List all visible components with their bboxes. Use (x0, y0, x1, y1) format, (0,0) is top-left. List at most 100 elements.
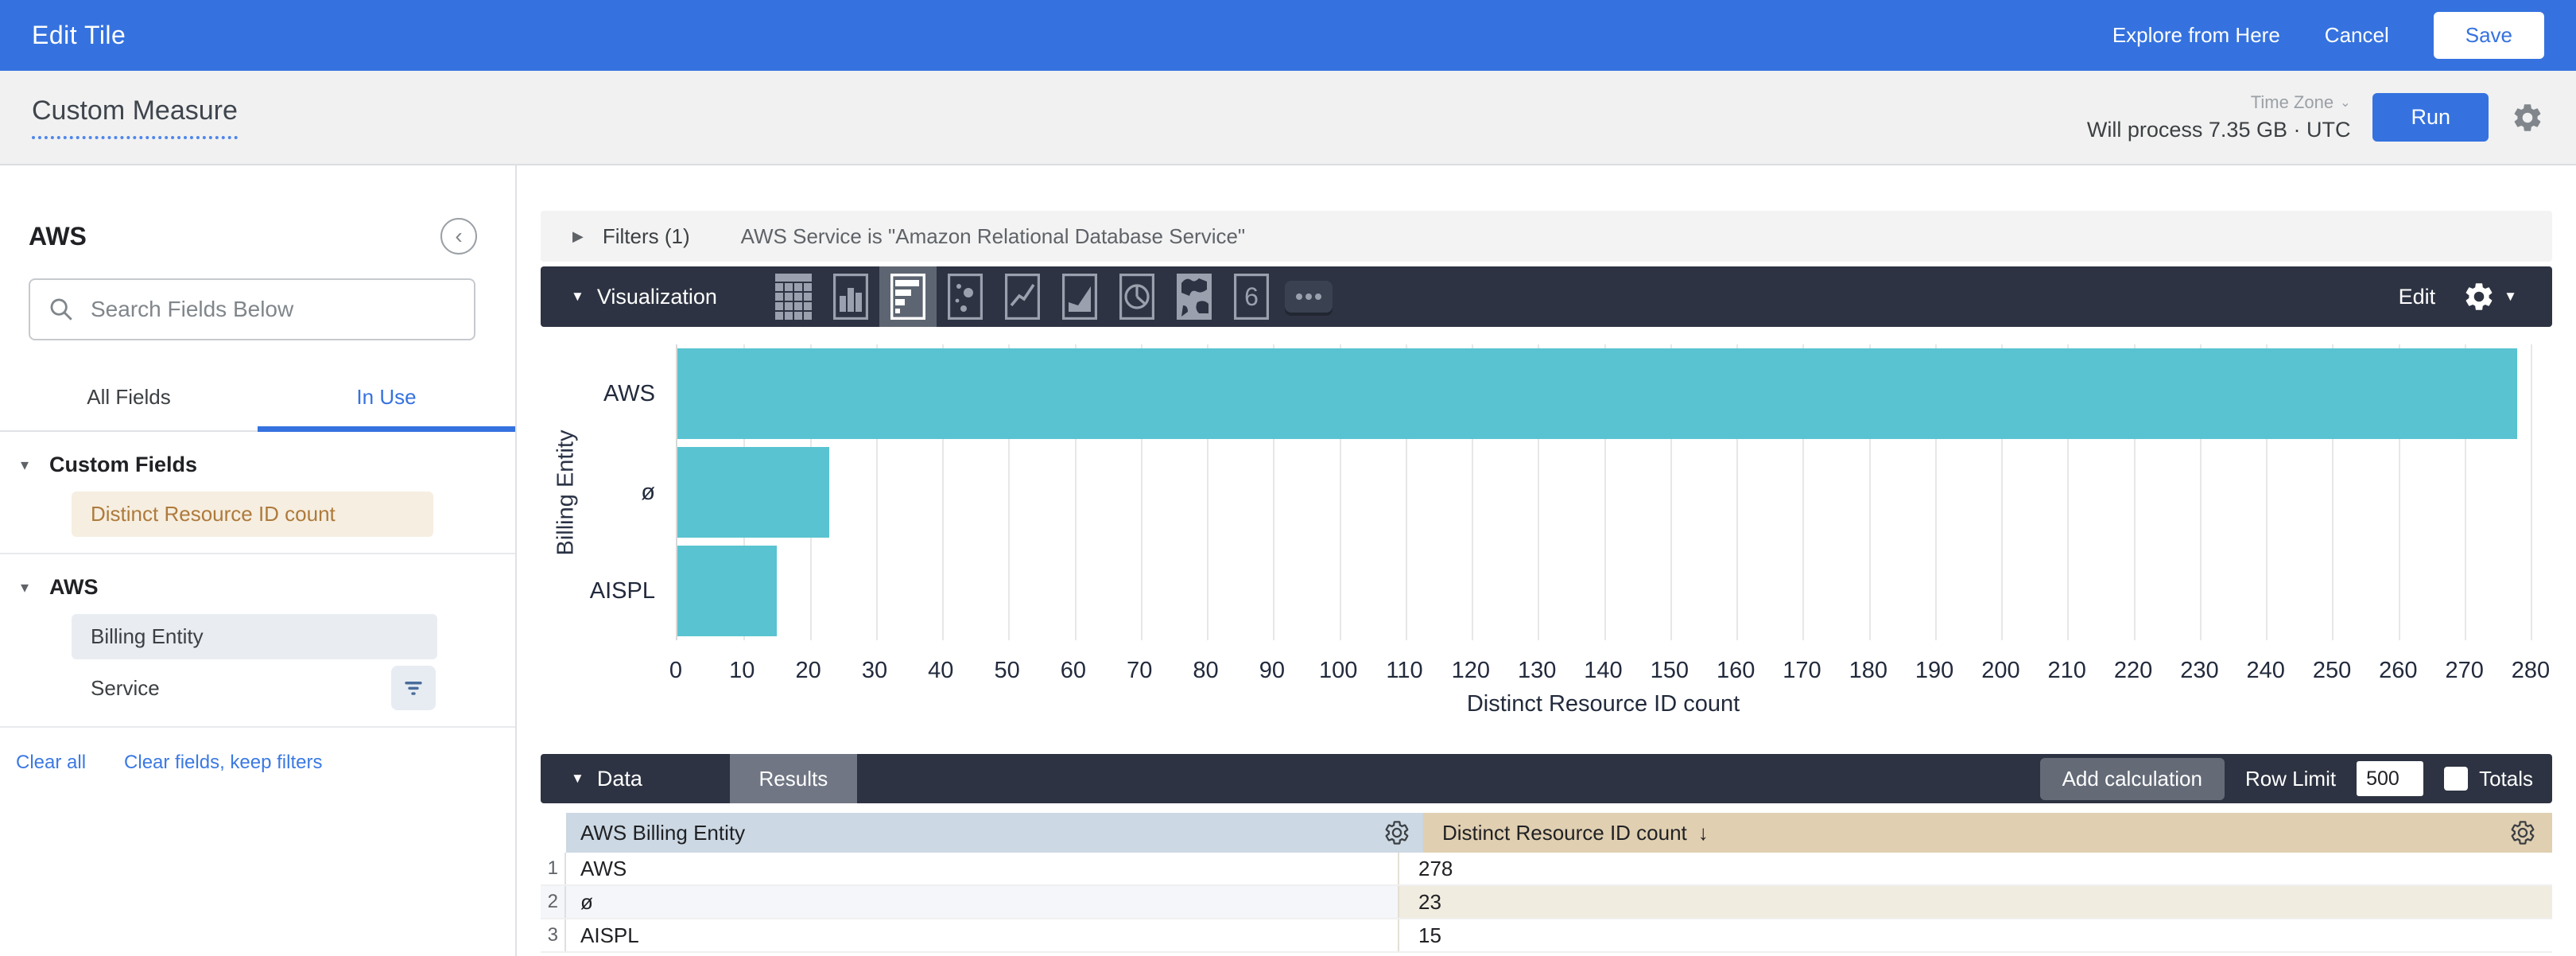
triangle-down-icon[interactable]: ▼ (571, 289, 584, 304)
viz-type-area-chart-icon[interactable] (1051, 266, 1108, 327)
viz-type-pie-chart-icon[interactable] (1108, 266, 1166, 327)
table-header-row: AWS Billing Entity Distinct Resource ID … (541, 813, 2552, 853)
search-input[interactable] (91, 297, 456, 322)
divider (0, 553, 515, 554)
table-body: 1 AWS 278 2 ø 23 3 AISPL 15 (541, 853, 2552, 953)
collapse-sidebar-button[interactable]: ‹ (440, 218, 477, 255)
section-aws[interactable]: ▾ AWS (21, 575, 99, 599)
table-row: 2 ø 23 (541, 886, 2552, 919)
cell-distinct-resource-id-count[interactable]: 278 (1398, 853, 2552, 884)
timezone-dropdown[interactable]: Time Zone ⌄ (2251, 92, 2351, 113)
field-tabs: All Fields In Use (0, 369, 515, 432)
results-tab[interactable]: Results (729, 754, 857, 803)
explore-toolbar: Custom Measure Time Zone ⌄ Will process … (0, 71, 2576, 165)
sort-desc-icon[interactable]: ↓ (1697, 820, 1709, 845)
cell-billing-entity[interactable]: ø (566, 886, 1398, 918)
x-tick-label: 0 (669, 658, 683, 683)
viz-type-column-chart-icon[interactable] (822, 266, 879, 327)
tab-all-fields[interactable]: All Fields (87, 385, 171, 409)
dimension-column-header[interactable]: AWS Billing Entity (566, 813, 1423, 853)
viz-type-bar-chart-icon[interactable] (879, 266, 937, 327)
bar-row (677, 443, 2531, 542)
measure-column-header[interactable]: Distinct Resource ID count ↓ (1423, 813, 2552, 853)
x-tick-label: 90 (1259, 658, 1286, 683)
section-custom-fields[interactable]: ▾ Custom Fields (21, 453, 198, 476)
y-axis-labels: AWS ø AISPL (589, 344, 676, 640)
row-limit-label: Row Limit (2244, 766, 2337, 791)
y-tick-label: AISPL (589, 577, 655, 604)
gridline (2001, 344, 2003, 640)
viz-type-single-value-icon[interactable]: 6 (1223, 266, 1280, 327)
bar-ø[interactable] (677, 446, 830, 538)
x-tick-label: 230 (2180, 658, 2219, 683)
cancel-button[interactable]: Cancel (2324, 23, 2389, 47)
x-tick-label: 130 (1517, 658, 1557, 683)
viz-type-more-icon[interactable] (1280, 266, 1337, 327)
content-area: AWS ‹ All Fields In Use ▾ Custom Fields … (0, 165, 2576, 956)
cell-billing-entity[interactable]: AWS (580, 856, 627, 880)
totals-toggle[interactable]: Totals (2444, 767, 2533, 791)
triangle-down-icon[interactable]: ▼ (571, 771, 584, 786)
data-section-header: ▼ Data Results Add calculation Row Limit… (541, 754, 2552, 803)
y-axis-title-col: Billing Entity (541, 344, 592, 640)
column-gear-icon[interactable] (2509, 819, 2536, 846)
field-service[interactable]: Service (91, 675, 160, 700)
query-info-block: Time Zone ⌄ Will process 7.35 GB · UTC (2087, 92, 2351, 142)
gridline (2133, 344, 2136, 640)
x-tick-label: 210 (2047, 658, 2086, 683)
add-calculation-button[interactable]: Add calculation (2039, 757, 2225, 800)
divider (0, 726, 515, 728)
row-number: 3 (541, 919, 566, 951)
row-number: 2 (541, 886, 566, 918)
viz-type-table-icon[interactable] (765, 266, 822, 327)
explore-from-here-link[interactable]: Explore from Here (2112, 23, 2280, 47)
data-actions: Add calculation Row Limit Totals (2039, 757, 2552, 800)
gridline (2464, 344, 2466, 640)
cell-distinct-resource-id-count[interactable]: 15 (1398, 919, 2552, 951)
save-button[interactable]: Save (2433, 12, 2544, 59)
bar-AWS[interactable] (677, 348, 2518, 440)
field-search-box[interactable] (29, 278, 475, 340)
gridline (1008, 344, 1011, 640)
viz-edit-button[interactable]: Edit (2398, 284, 2436, 309)
clear-fields-keep-filters-link[interactable]: Clear fields, keep filters (124, 752, 323, 773)
triangle-down-icon: ▾ (21, 457, 29, 474)
x-tick-label: 170 (1783, 658, 1821, 683)
bar-row (677, 344, 2531, 443)
field-distinct-resource-id-count[interactable]: Distinct Resource ID count (72, 492, 433, 537)
tab-in-use[interactable]: In Use (258, 369, 515, 432)
cell-billing-entity[interactable]: AISPL (580, 923, 639, 947)
x-tick-label: 280 (2511, 658, 2551, 683)
x-tick-label: 10 (729, 658, 755, 683)
svg-text:6: 6 (1244, 282, 1259, 311)
data-label: Data (596, 766, 642, 791)
field-billing-entity[interactable]: Billing Entity (72, 614, 437, 659)
process-size-text: Will process 7.35 GB · UTC (2086, 118, 2351, 142)
x-tick-label: 50 (994, 658, 1020, 683)
chart-plot (676, 344, 2532, 640)
table-row: 3 AISPL 15 (541, 919, 2552, 953)
run-button[interactable]: Run (2372, 93, 2489, 142)
y-tick-label: AWS (603, 380, 655, 406)
filter-icon[interactable] (391, 666, 436, 710)
clear-all-link[interactable]: Clear all (16, 752, 87, 773)
bar-AISPL[interactable] (677, 545, 777, 636)
gridline (1074, 344, 1077, 640)
x-tick-label: 70 (1127, 658, 1153, 683)
viz-type-picker: 6 (765, 266, 1337, 327)
page-title: Custom Measure (32, 95, 238, 139)
viz-type-map-icon[interactable] (1166, 266, 1223, 327)
totals-checkbox[interactable] (2444, 767, 2469, 791)
row-limit-input[interactable] (2357, 761, 2424, 796)
cell-distinct-resource-id-count[interactable]: 23 (1398, 886, 2552, 918)
filters-bar[interactable]: ▶ Filters (1) AWS Service is "Amazon Rel… (541, 211, 2552, 262)
viz-settings-dropdown[interactable]: ▼ (2462, 280, 2517, 313)
settings-gear-icon[interactable] (2511, 101, 2544, 134)
sidebar-footer-links: Clear all Clear fields, keep filters (0, 728, 515, 774)
viz-type-line-chart-icon[interactable] (994, 266, 1051, 327)
x-tick-label: 40 (928, 658, 954, 683)
dropdown-caret-icon: ▼ (2504, 289, 2517, 304)
gridline (2531, 344, 2532, 640)
column-gear-icon[interactable] (1383, 819, 1410, 846)
viz-type-scatter-icon[interactable] (937, 266, 994, 327)
